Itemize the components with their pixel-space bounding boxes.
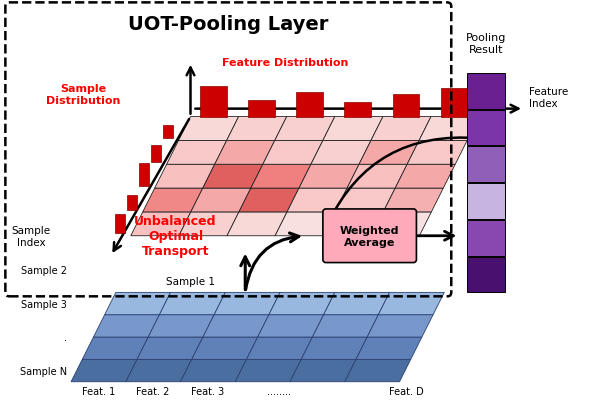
Polygon shape <box>203 315 269 337</box>
Bar <box>467 147 505 183</box>
Polygon shape <box>269 293 335 315</box>
Polygon shape <box>191 188 251 213</box>
Polygon shape <box>419 117 479 141</box>
Text: Feat. 2: Feat. 2 <box>137 386 170 396</box>
Polygon shape <box>345 359 411 382</box>
Polygon shape <box>367 315 433 337</box>
Text: Unbalanced
Optimal
Transport: Unbalanced Optimal Transport <box>134 215 217 257</box>
Text: Feat. 3: Feat. 3 <box>191 386 224 396</box>
Polygon shape <box>313 315 378 337</box>
Text: Feature Distribution: Feature Distribution <box>222 58 348 68</box>
Text: Sample 1: Sample 1 <box>166 277 215 287</box>
Polygon shape <box>246 337 313 359</box>
Text: Sample 2: Sample 2 <box>21 265 67 275</box>
Text: Weighted
Average: Weighted Average <box>340 225 400 247</box>
Bar <box>200 87 227 117</box>
Bar <box>248 100 275 117</box>
Polygon shape <box>179 117 239 141</box>
Polygon shape <box>383 188 443 213</box>
Polygon shape <box>179 213 239 236</box>
Text: Feature
Index: Feature Index <box>529 87 568 108</box>
Polygon shape <box>166 141 227 165</box>
FancyBboxPatch shape <box>323 209 416 263</box>
Text: .: . <box>64 332 67 342</box>
Bar <box>115 215 125 234</box>
Bar <box>467 110 505 146</box>
Bar <box>163 125 173 139</box>
Polygon shape <box>126 359 192 382</box>
Text: Feat. 1: Feat. 1 <box>82 386 115 396</box>
Polygon shape <box>395 165 455 188</box>
Polygon shape <box>235 359 301 382</box>
Polygon shape <box>299 165 359 188</box>
Polygon shape <box>290 359 356 382</box>
Polygon shape <box>287 188 347 213</box>
Polygon shape <box>371 117 431 141</box>
Bar <box>392 95 419 117</box>
Polygon shape <box>148 315 214 337</box>
Polygon shape <box>71 359 137 382</box>
Polygon shape <box>323 213 383 236</box>
Polygon shape <box>347 165 407 188</box>
Polygon shape <box>155 165 215 188</box>
Polygon shape <box>275 213 335 236</box>
Bar <box>467 220 505 256</box>
Polygon shape <box>227 213 287 236</box>
Polygon shape <box>251 165 311 188</box>
Bar <box>297 93 323 117</box>
Text: UOT-Pooling Layer: UOT-Pooling Layer <box>128 15 329 34</box>
Polygon shape <box>82 337 148 359</box>
Bar <box>139 164 149 186</box>
Bar <box>151 146 160 162</box>
Polygon shape <box>181 359 246 382</box>
Bar <box>127 195 137 210</box>
Text: Sample N: Sample N <box>20 366 67 376</box>
Polygon shape <box>356 337 422 359</box>
Bar <box>345 103 371 117</box>
Polygon shape <box>335 188 395 213</box>
Bar <box>467 257 505 293</box>
Polygon shape <box>378 293 445 315</box>
Bar <box>467 184 505 219</box>
Polygon shape <box>192 337 258 359</box>
Polygon shape <box>311 141 371 165</box>
Polygon shape <box>94 315 159 337</box>
Text: ........: ........ <box>267 386 291 396</box>
Polygon shape <box>359 141 419 165</box>
Polygon shape <box>143 188 203 213</box>
Text: Pooling
Result: Pooling Result <box>466 33 506 55</box>
Bar <box>467 74 505 109</box>
Polygon shape <box>159 293 226 315</box>
Polygon shape <box>214 293 280 315</box>
Text: Sample
Distribution: Sample Distribution <box>46 84 120 105</box>
Text: Sample
Index: Sample Index <box>12 225 51 247</box>
Polygon shape <box>323 117 383 141</box>
Text: Feat. D: Feat. D <box>388 386 423 396</box>
Polygon shape <box>324 293 390 315</box>
Polygon shape <box>258 315 324 337</box>
Polygon shape <box>239 188 299 213</box>
Polygon shape <box>131 213 191 236</box>
Polygon shape <box>371 213 432 236</box>
Text: Sample 3: Sample 3 <box>21 299 67 309</box>
Polygon shape <box>105 293 170 315</box>
Polygon shape <box>215 141 275 165</box>
Polygon shape <box>301 337 367 359</box>
Polygon shape <box>275 117 335 141</box>
Bar <box>440 89 467 117</box>
Polygon shape <box>203 165 263 188</box>
Polygon shape <box>137 337 203 359</box>
Polygon shape <box>407 141 467 165</box>
Polygon shape <box>227 117 287 141</box>
Polygon shape <box>263 141 323 165</box>
